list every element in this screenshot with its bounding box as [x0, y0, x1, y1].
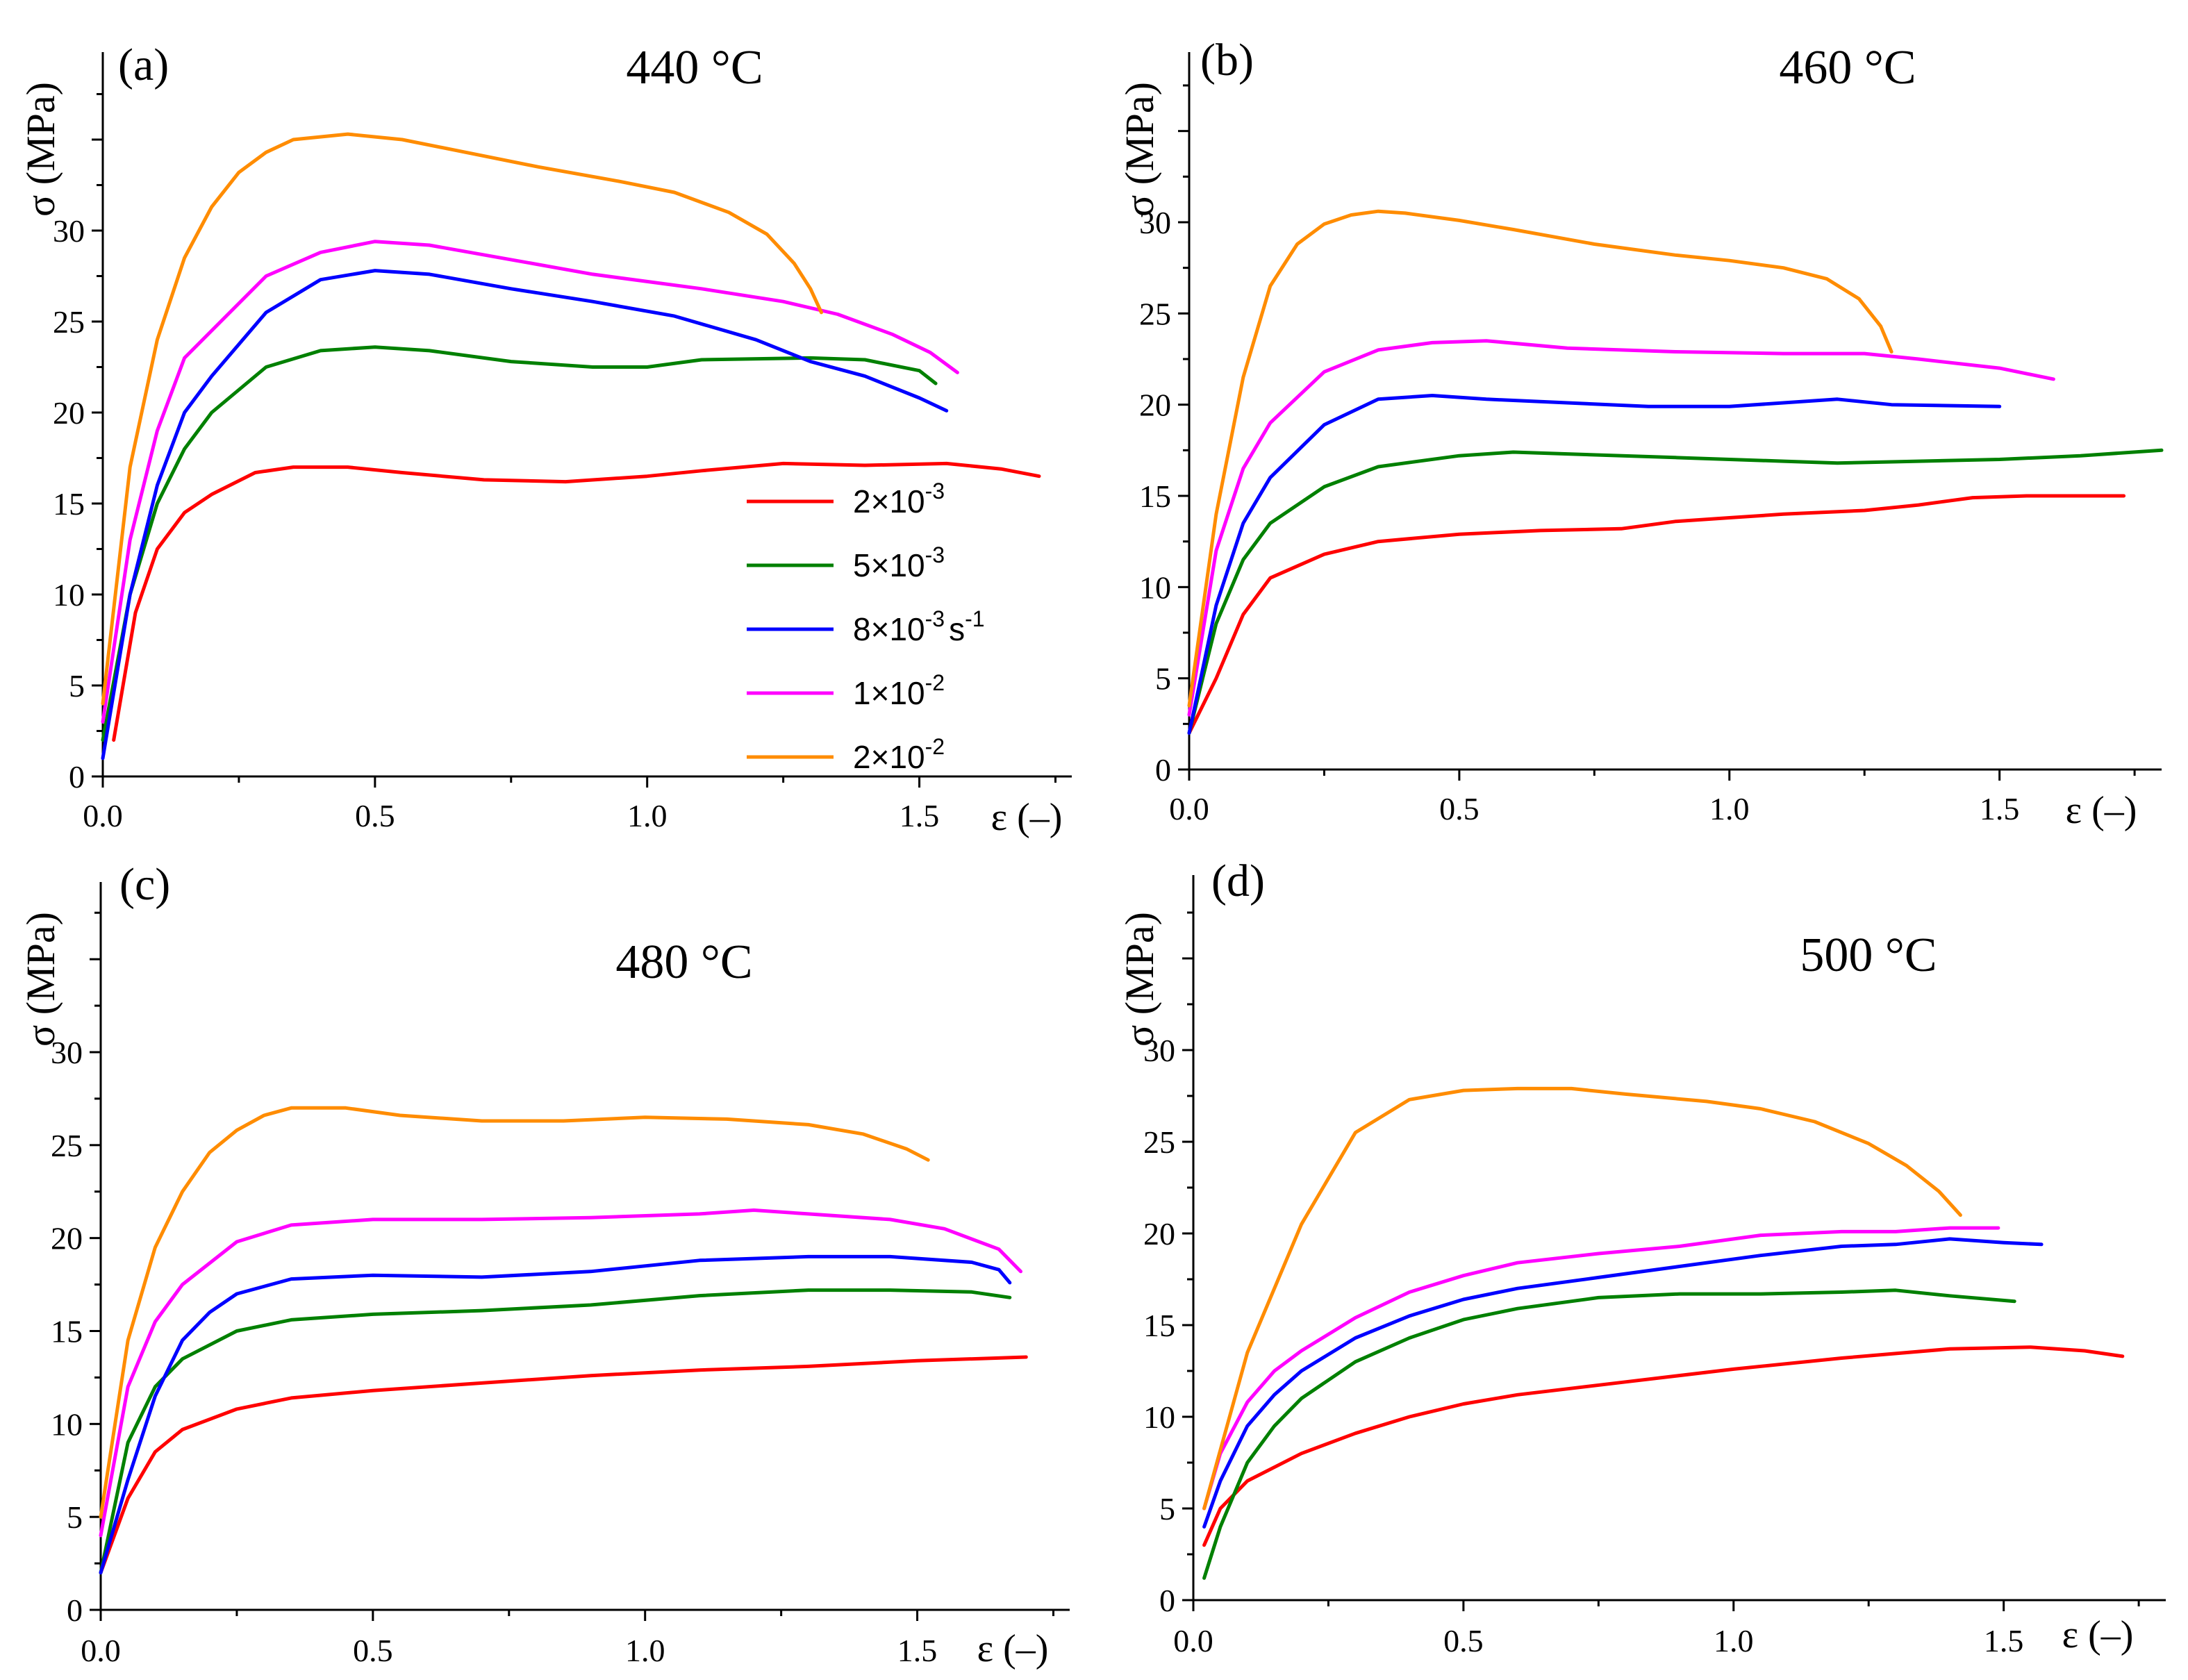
y-tick-label: 5: [1155, 661, 1171, 697]
y-tick-label: 0: [69, 759, 85, 795]
y-tick-label: 15: [1139, 479, 1171, 514]
x-tick-label: 1.5: [1984, 1623, 2024, 1658]
x-tick-label: 0.0: [1169, 791, 1209, 826]
series-line-2e-2: [99, 1106, 930, 1519]
x-tick-label: 1.0: [627, 798, 668, 833]
y-axis-label: σ (MPa): [18, 912, 63, 1047]
y-tick-label: 15: [1143, 1308, 1175, 1343]
series-line-2e-3: [1202, 1345, 2125, 1547]
series-line-2e-3: [99, 1355, 1028, 1574]
series-line-5e-3: [1202, 1288, 2016, 1580]
legend: 2×10-3 5×10-3 8×10-3 s-1 1×10-2 2×10-2: [747, 479, 985, 775]
y-tick-label: 25: [1143, 1124, 1175, 1160]
legend-label-5e-3: 5×10-3: [853, 542, 945, 583]
y-tick-label: 5: [67, 1499, 83, 1535]
series-line-1e-2: [101, 240, 959, 724]
series-line-5e-3: [99, 1288, 1012, 1574]
series-line-5e-3: [101, 345, 938, 742]
series-line-2e-2: [1202, 1086, 1962, 1511]
x-tick-label: 1.5: [897, 1633, 938, 1668]
y-tick-label: 20: [53, 395, 85, 431]
panel-title: 500 °C: [1800, 929, 1937, 982]
y-tick-label: 15: [53, 486, 85, 522]
y-tick-label: 10: [1143, 1399, 1175, 1435]
y-tick-label: 25: [51, 1128, 83, 1163]
series-line-8e-3: [1187, 394, 2002, 735]
x-tick-label: 0.0: [1173, 1623, 1213, 1658]
x-axis-label: ε (–): [2062, 1613, 2134, 1656]
y-tick-label: 20: [51, 1221, 83, 1256]
y-tick-label: 20: [1139, 388, 1171, 423]
panel-label: (c): [119, 859, 170, 910]
y-tick-label: 20: [1143, 1216, 1175, 1251]
panel-title: 460 °C: [1779, 41, 1916, 94]
y-axis-label: σ (MPa): [1117, 912, 1162, 1047]
x-axis-label: ε (–): [991, 796, 1063, 839]
y-tick-label: 0: [1159, 1583, 1175, 1618]
y-tick-label: 5: [69, 668, 85, 704]
series-line-8e-3: [99, 1254, 1012, 1574]
y-tick-label: 10: [1139, 569, 1171, 605]
y-axis-label: σ (MPa): [1117, 82, 1162, 217]
y-tick-label: 30: [1143, 1033, 1175, 1068]
x-tick-label: 0.0: [81, 1633, 121, 1668]
legend-label-8e-3: 8×10-3 s-1: [853, 606, 985, 647]
panel-title: 440 °C: [626, 41, 763, 94]
x-axis-label: ε (–): [977, 1627, 1049, 1670]
x-axis-label: ε (–): [2066, 789, 2137, 832]
x-tick-label: 1.0: [625, 1633, 665, 1668]
panel-2: 0 5 10 15 20 25 30 0.0 0.5 1.0 1.5 (b) 460 °C σ (MPa)…: [1117, 35, 2164, 832]
legend-label-2e-2: 2×10-2: [853, 734, 945, 775]
series-line-1e-2: [1202, 1226, 2000, 1511]
panel-label: (b): [1200, 35, 1254, 85]
series-line-5e-3: [1187, 448, 2164, 735]
series-line-1e-2: [99, 1208, 1022, 1538]
series-line-8e-3: [1202, 1237, 2044, 1529]
x-tick-label: 0.5: [353, 1633, 393, 1668]
y-tick-label: 30: [51, 1035, 83, 1070]
y-tick-label: 0: [1155, 752, 1171, 788]
y-tick-label: 10: [51, 1406, 83, 1442]
y-tick-label: 15: [51, 1314, 83, 1349]
panel-label: (a): [118, 40, 169, 90]
x-tick-label: 1.5: [900, 798, 940, 833]
y-tick-label: 0: [67, 1592, 83, 1628]
x-tick-label: 1.0: [1709, 791, 1750, 826]
series-line-2e-2: [101, 132, 823, 706]
x-tick-label: 1.5: [1980, 791, 2020, 826]
y-axis-label: σ (MPa): [18, 82, 63, 217]
series-line-1e-2: [1187, 339, 2055, 717]
x-tick-label: 0.0: [83, 798, 123, 833]
y-tick-label: 30: [1139, 205, 1171, 240]
series-line-2e-3: [1187, 494, 2126, 735]
x-tick-label: 0.5: [1443, 1623, 1484, 1658]
x-tick-label: 0.5: [355, 798, 395, 833]
series-line-2e-2: [1187, 209, 1893, 708]
panel-1: 0 5 10 15 20 25 30 0.0 0.5 1.0 1.5 (a) 440 °C σ (MPa)…: [18, 40, 1072, 839]
y-tick-label: 5: [1159, 1491, 1175, 1527]
panel-4: 0 5 10 15 20 25 30 0.0 0.5 1.0 1.5 (d) 500 °C σ (MPa)…: [1117, 856, 2166, 1658]
x-tick-label: 1.0: [1714, 1623, 1754, 1658]
panel-label: (d): [1211, 856, 1265, 906]
series-line-2e-3: [112, 461, 1041, 742]
y-tick-label: 30: [53, 213, 85, 249]
legend-label-2e-3: 2×10-3: [853, 479, 945, 519]
panel-title: 480 °C: [615, 935, 752, 989]
y-tick-label: 25: [53, 304, 85, 340]
y-tick-label: 10: [53, 577, 85, 613]
y-tick-label: 25: [1139, 296, 1171, 331]
legend-label-1e-2: 1×10-2: [853, 670, 945, 711]
x-tick-label: 0.5: [1439, 791, 1480, 826]
series-line-8e-3: [101, 269, 949, 760]
panel-3: 0 5 10 15 20 25 30 0.0 0.5 1.0 1.5 (c) 480 °C σ (MPa)…: [18, 859, 1070, 1670]
